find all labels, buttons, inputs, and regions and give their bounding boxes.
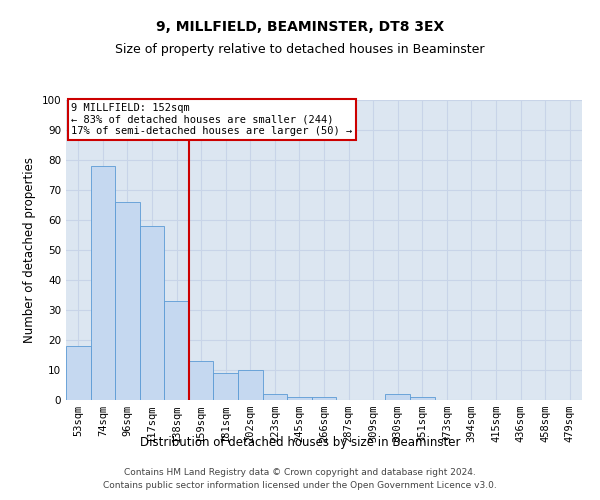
Bar	[115, 202, 140, 400]
Bar	[287, 397, 312, 400]
Bar	[91, 166, 115, 400]
Text: Contains HM Land Registry data © Crown copyright and database right 2024.: Contains HM Land Registry data © Crown c…	[124, 468, 476, 477]
Bar	[263, 394, 287, 400]
Text: 9, MILLFIELD, BEAMINSTER, DT8 3EX: 9, MILLFIELD, BEAMINSTER, DT8 3EX	[156, 20, 444, 34]
Bar	[66, 346, 91, 400]
Bar	[140, 226, 164, 400]
Bar	[385, 394, 410, 400]
Text: Size of property relative to detached houses in Beaminster: Size of property relative to detached ho…	[115, 42, 485, 56]
Bar	[410, 397, 434, 400]
Y-axis label: Number of detached properties: Number of detached properties	[23, 157, 36, 343]
Bar	[189, 361, 214, 400]
Text: Contains public sector information licensed under the Open Government Licence v3: Contains public sector information licen…	[103, 480, 497, 490]
Text: Distribution of detached houses by size in Beaminster: Distribution of detached houses by size …	[140, 436, 460, 449]
Text: 9 MILLFIELD: 152sqm
← 83% of detached houses are smaller (244)
17% of semi-detac: 9 MILLFIELD: 152sqm ← 83% of detached ho…	[71, 103, 352, 136]
Bar	[164, 301, 189, 400]
Bar	[238, 370, 263, 400]
Bar	[312, 397, 336, 400]
Bar	[214, 373, 238, 400]
